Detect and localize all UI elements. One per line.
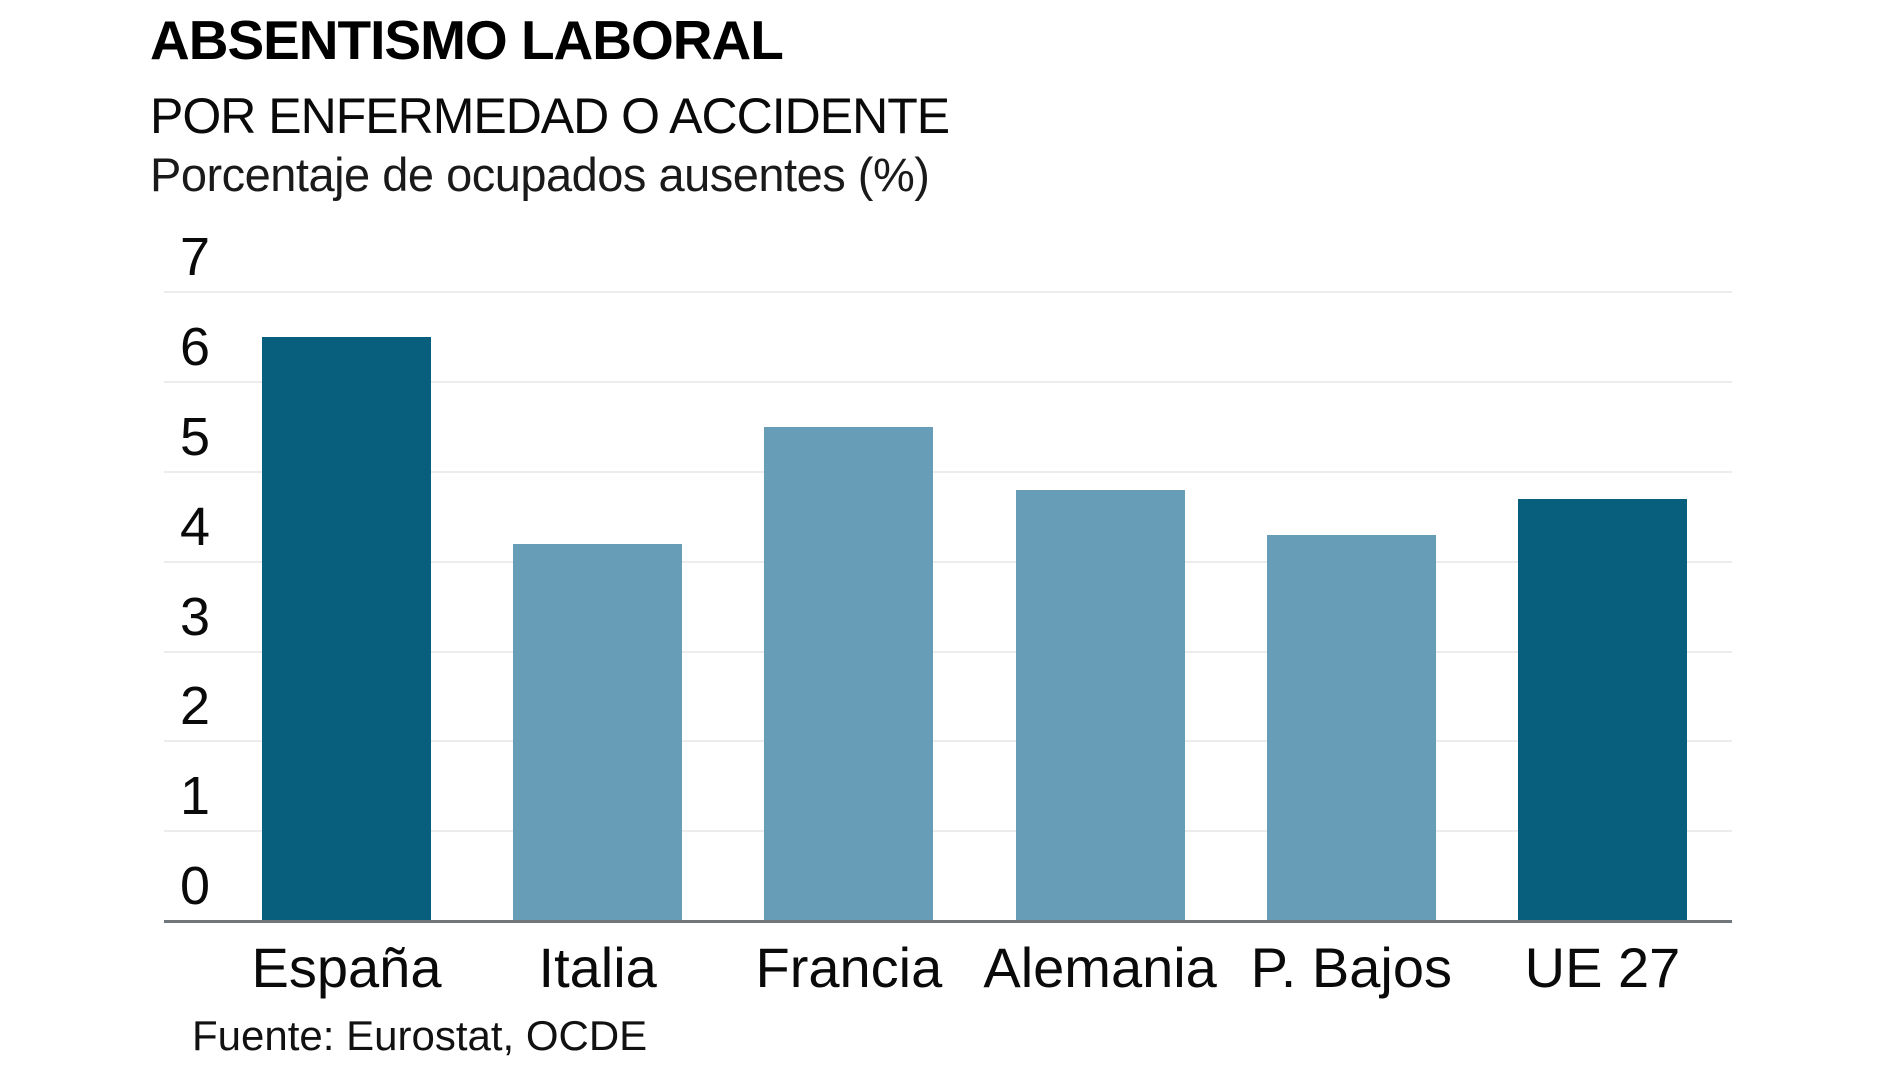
y-axis-tick-label-4: 4: [180, 496, 211, 557]
gridline-y7: [164, 291, 1732, 294]
bar-alemania: [1015, 489, 1185, 921]
gridline-y6: [164, 381, 1732, 384]
x-axis-label-p-bajos: P. Bajos: [1250, 936, 1452, 999]
x-axis-label-espa-a: España: [251, 936, 442, 999]
gridline-y5: [164, 471, 1732, 473]
bar-francia: [764, 427, 934, 921]
source-note: Fuente: Eurostat, OCDE: [192, 1012, 648, 1059]
x-axis-label-ue-27: UE 27: [1524, 936, 1681, 999]
x-axis-label-francia: Francia: [755, 936, 943, 999]
chart-unit-label: Porcentaje de ocupados ausentes (%): [150, 148, 930, 201]
y-axis-tick-label-5: 5: [180, 407, 211, 467]
y-axis-tick-label-3: 3: [180, 586, 211, 647]
y-axis-tick-label-6: 6: [180, 317, 211, 378]
gridline-y3: [164, 650, 1732, 653]
bar-italia: [513, 543, 683, 921]
x-axis-label-italia: Italia: [538, 936, 657, 999]
chart-subtitle: POR ENFERMEDAD O ACCIDENTE: [150, 88, 950, 144]
y-axis-tick-label-2: 2: [180, 676, 211, 737]
gridline-y4: [164, 560, 1732, 563]
chart-title: ABSENTISMO LABORAL: [150, 9, 784, 71]
x-axis-label-alemania: Alemania: [983, 936, 1217, 999]
bar-p-bajos: [1266, 534, 1436, 921]
y-axis-tick-label-1: 1: [180, 766, 211, 827]
y-axis-tick-label-0: 0: [180, 856, 211, 916]
bar-espa-a: [262, 337, 431, 921]
x-axis-line: [164, 920, 1732, 923]
gridline-y1: [164, 830, 1732, 833]
y-axis-tick-label-7: 7: [180, 227, 211, 288]
gridline-y2: [164, 740, 1732, 743]
bar-ue-27: [1518, 498, 1687, 921]
